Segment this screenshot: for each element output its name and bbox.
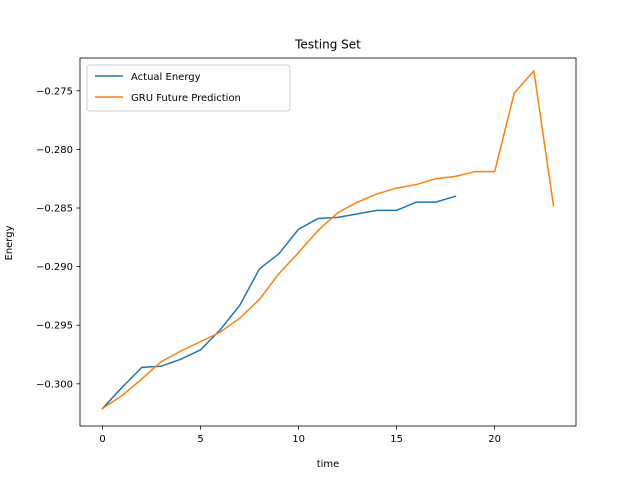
x-tick-label: 15 — [390, 434, 403, 445]
x-axis: 0 5 10 15 20 — [99, 426, 501, 445]
legend: Actual Energy GRU Future Prediction — [86, 64, 291, 112]
y-axis: −0.300 −0.295 −0.290 −0.285 −0.280 −0.275 — [36, 86, 80, 390]
y-tick-label: −0.275 — [36, 86, 73, 97]
series-lines — [101, 70, 555, 410]
x-tick-label: 0 — [99, 434, 105, 445]
y-tick-label: −0.300 — [36, 379, 73, 390]
y-tick-label: −0.285 — [36, 204, 73, 215]
y-axis-label: Energy — [4, 225, 15, 260]
series-line-actual-energy — [101, 195, 457, 410]
x-tick-label: 10 — [292, 434, 305, 445]
legend-label-actual-energy: Actual Energy — [131, 72, 201, 83]
chart-title: Testing Set — [294, 38, 361, 52]
y-tick-label: −0.295 — [36, 321, 73, 332]
series-line-gru-prediction — [101, 70, 555, 410]
y-tick-label: −0.280 — [36, 145, 73, 156]
x-tick-label: 5 — [197, 434, 203, 445]
legend-box — [86, 64, 291, 112]
y-tick-label: −0.290 — [36, 262, 73, 273]
plot-frame — [79, 57, 577, 427]
legend-label-gru-prediction: GRU Future Prediction — [131, 93, 241, 104]
x-axis-label: time — [317, 459, 340, 470]
x-tick-label: 20 — [488, 434, 501, 445]
